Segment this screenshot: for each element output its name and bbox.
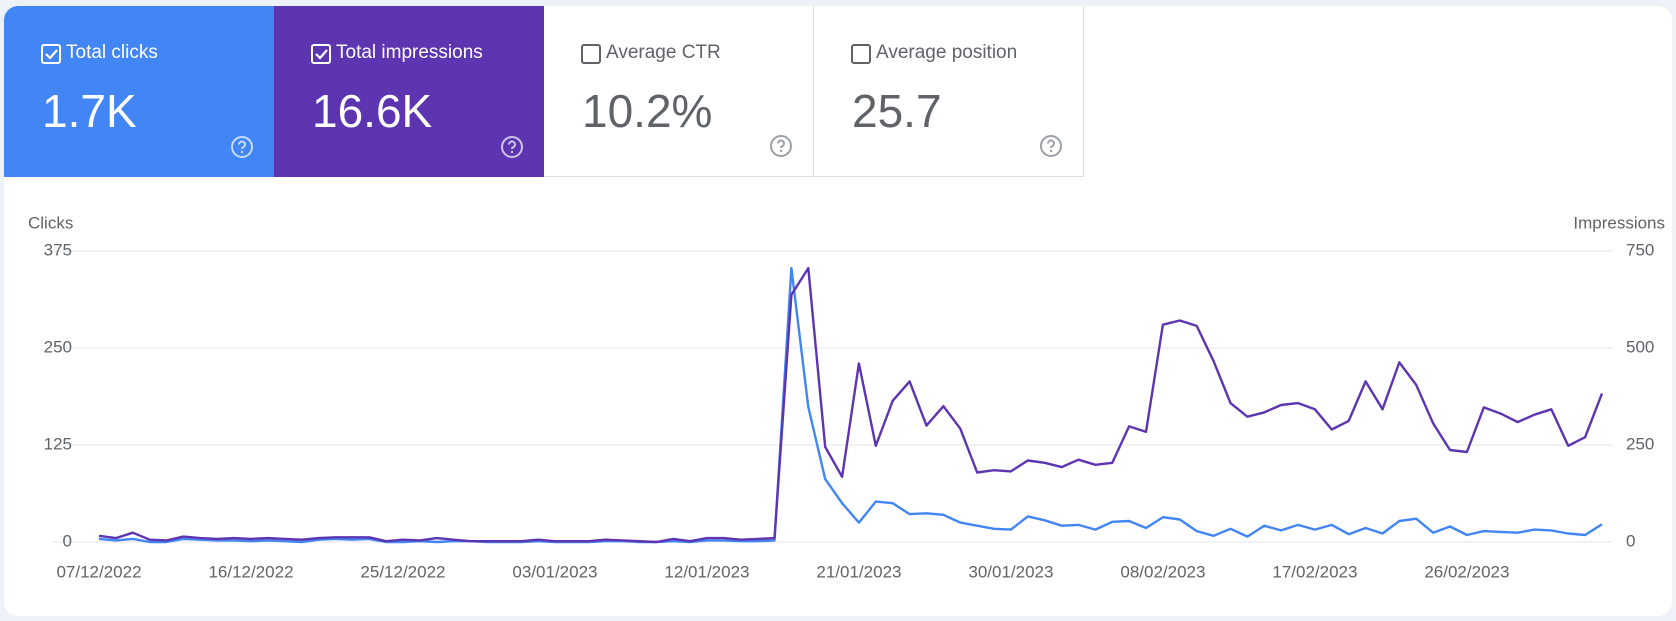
help-icon[interactable] <box>1039 134 1063 158</box>
metric-cards: Total clicks 1.7K Total impressions 16.6K Av… <box>4 6 1084 177</box>
metric-value: 10.2% <box>582 85 713 137</box>
metric-card[interactable]: Average CTR 10.2% <box>544 6 814 177</box>
y2-tick-label: 750 <box>1626 240 1654 259</box>
metric-card[interactable]: Total impressions 16.6K <box>274 6 544 177</box>
metric-value: 1.7K <box>42 85 137 137</box>
y2-axis-title: Impressions <box>1573 213 1665 232</box>
help-glyph <box>237 140 246 150</box>
checkbox-box <box>311 44 331 64</box>
metric-label: Average CTR <box>606 42 721 63</box>
metric-label: Total impressions <box>336 42 483 63</box>
help-icon[interactable] <box>230 135 254 159</box>
help-glyph <box>507 140 516 150</box>
help-glyph <box>1046 139 1055 149</box>
help-circle <box>231 136 253 158</box>
x-tick-label: 21/01/2023 <box>816 562 901 581</box>
metric-card[interactable]: Average position 25.7 <box>814 6 1084 177</box>
checkbox-box <box>851 44 871 64</box>
x-tick-label: 26/02/2023 <box>1424 562 1509 581</box>
chart: Clicks Impressions 0 125 250 375 0 250 500 750 0… <box>28 213 1665 581</box>
x-tick-label: 07/12/2022 <box>56 562 141 581</box>
y2-tick-label: 0 <box>1626 531 1635 550</box>
help-glyph <box>776 139 785 149</box>
y-tick-label: 0 <box>63 531 72 550</box>
y-tick-label: 375 <box>44 240 72 259</box>
x-tick-label: 08/02/2023 <box>1120 562 1205 581</box>
series-line <box>98 266 1603 544</box>
x-tick-label: 25/12/2022 <box>360 562 445 581</box>
y2-tick-label: 250 <box>1626 434 1654 453</box>
checkmark <box>315 49 328 60</box>
help-dot <box>240 150 244 154</box>
checkbox[interactable] <box>580 43 602 65</box>
help-dot <box>1049 149 1053 153</box>
checkmark <box>45 49 58 60</box>
x-tick-label: 30/01/2023 <box>968 562 1053 581</box>
x-tick-label: 03/01/2023 <box>512 562 597 581</box>
checkbox[interactable] <box>310 43 332 65</box>
help-icon[interactable] <box>769 134 793 158</box>
help-circle <box>501 136 523 158</box>
metric-label: Average position <box>876 42 1018 63</box>
help-dot <box>779 149 783 153</box>
y2-tick-label: 500 <box>1626 337 1654 356</box>
checkbox[interactable] <box>850 43 872 65</box>
metric-value: 16.6K <box>312 85 433 137</box>
x-tick-label: 12/01/2023 <box>664 562 749 581</box>
y-tick-label: 250 <box>44 337 72 356</box>
y-tick-label: 125 <box>44 434 72 453</box>
x-tick-label: 16/12/2022 <box>208 562 293 581</box>
x-tick-label: 17/02/2023 <box>1272 562 1357 581</box>
series-line <box>98 266 1604 544</box>
checkbox[interactable] <box>40 43 62 65</box>
metric-value: 25.7 <box>852 85 942 137</box>
metric-label: Total clicks <box>66 42 158 63</box>
help-dot <box>510 150 514 154</box>
y-axis-title: Clicks <box>28 213 73 232</box>
help-circle <box>1040 135 1062 157</box>
performance-panel: Total clicks 1.7K Total impressions 16.6K Av… <box>4 6 1672 616</box>
help-icon[interactable] <box>500 135 524 159</box>
checkbox-box <box>581 44 601 64</box>
checkbox-box <box>41 44 61 64</box>
metric-card[interactable]: Total clicks 1.7K <box>4 6 274 177</box>
help-circle <box>770 135 792 157</box>
